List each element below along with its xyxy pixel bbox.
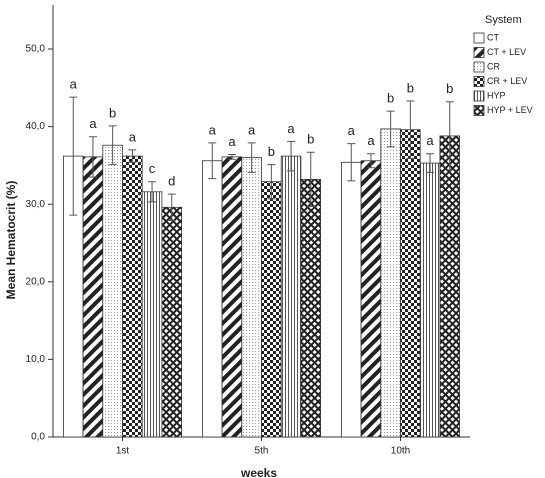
legend-label: CT bbox=[487, 32, 499, 42]
significance-label: c bbox=[149, 161, 156, 176]
bar bbox=[300, 178, 321, 438]
legend-swatch bbox=[473, 47, 485, 58]
error-bar bbox=[128, 149, 137, 163]
bar bbox=[102, 144, 123, 438]
error-bar bbox=[366, 153, 375, 169]
bar bbox=[380, 128, 401, 438]
legend-swatch bbox=[473, 32, 485, 44]
legend-title: System bbox=[485, 14, 522, 26]
significance-label: a bbox=[70, 77, 78, 92]
significance-label: a bbox=[287, 121, 295, 136]
y-tick-label: 50,0 bbox=[26, 44, 46, 55]
legend-swatch bbox=[473, 61, 485, 73]
error-bar bbox=[88, 136, 97, 178]
error-bar bbox=[347, 143, 356, 182]
error-bar bbox=[306, 151, 315, 208]
x-tick-label: 10th bbox=[391, 446, 410, 457]
significance-label: b bbox=[407, 80, 414, 95]
significance-label: b bbox=[446, 81, 453, 96]
error-bar bbox=[148, 181, 157, 203]
error-bar bbox=[406, 100, 415, 159]
bar bbox=[82, 156, 104, 438]
legend-label: CT + LEV bbox=[487, 47, 526, 57]
significance-label: a bbox=[129, 129, 137, 144]
bar bbox=[241, 157, 262, 438]
bar bbox=[360, 160, 382, 438]
y-tick-label: 10,0 bbox=[26, 354, 46, 365]
y-tick-label: 0,0 bbox=[31, 432, 45, 443]
error-bar bbox=[287, 140, 296, 172]
error-bar bbox=[208, 142, 217, 180]
significance-label: b bbox=[387, 91, 394, 106]
legend-label: HYP + LEV bbox=[487, 105, 533, 115]
significance-label: a bbox=[209, 122, 217, 137]
significance-label: a bbox=[228, 134, 236, 149]
y-tick-label: 30,0 bbox=[26, 199, 46, 210]
y-tick-label: 40,0 bbox=[26, 121, 46, 132]
bar bbox=[201, 160, 223, 438]
legend-swatch bbox=[473, 90, 485, 102]
legend-label: CR + LEV bbox=[487, 76, 527, 86]
significance-label: a bbox=[426, 133, 434, 148]
bar bbox=[122, 155, 143, 438]
significance-label: a bbox=[248, 122, 256, 137]
y-tick-label: 20,0 bbox=[26, 276, 46, 287]
error-bar bbox=[445, 101, 454, 171]
bar bbox=[261, 181, 282, 438]
x-axis-title: weeks bbox=[240, 466, 277, 478]
significance-label: a bbox=[89, 116, 97, 131]
bar bbox=[340, 161, 362, 438]
error-bar bbox=[167, 193, 176, 221]
error-bar bbox=[267, 164, 276, 200]
bar bbox=[280, 155, 302, 438]
error-bar bbox=[386, 110, 395, 148]
x-tick-label: 1st bbox=[116, 446, 130, 457]
x-tick-label: 5th bbox=[255, 446, 269, 457]
bar bbox=[439, 135, 460, 438]
error-bar bbox=[69, 96, 78, 216]
error-bar bbox=[426, 153, 435, 173]
legend-swatch bbox=[473, 105, 485, 116]
significance-label: a bbox=[348, 123, 356, 138]
bar bbox=[221, 156, 243, 438]
legend-label: HYP bbox=[487, 90, 506, 100]
significance-label: d bbox=[168, 174, 175, 189]
error-bar bbox=[108, 125, 117, 166]
bar bbox=[161, 206, 182, 438]
bar bbox=[141, 191, 163, 438]
legend-swatch bbox=[473, 76, 485, 87]
significance-label: a bbox=[367, 133, 375, 148]
y-axis-title: Mean Hematocrit (%) bbox=[4, 181, 18, 300]
significance-label: b bbox=[109, 105, 116, 120]
error-bar bbox=[247, 142, 256, 173]
legend-label: CR bbox=[487, 61, 500, 71]
bar bbox=[419, 162, 441, 438]
significance-label: b bbox=[268, 144, 275, 159]
error-bar bbox=[227, 154, 236, 160]
significance-label: b bbox=[307, 132, 314, 147]
bar bbox=[400, 129, 421, 438]
